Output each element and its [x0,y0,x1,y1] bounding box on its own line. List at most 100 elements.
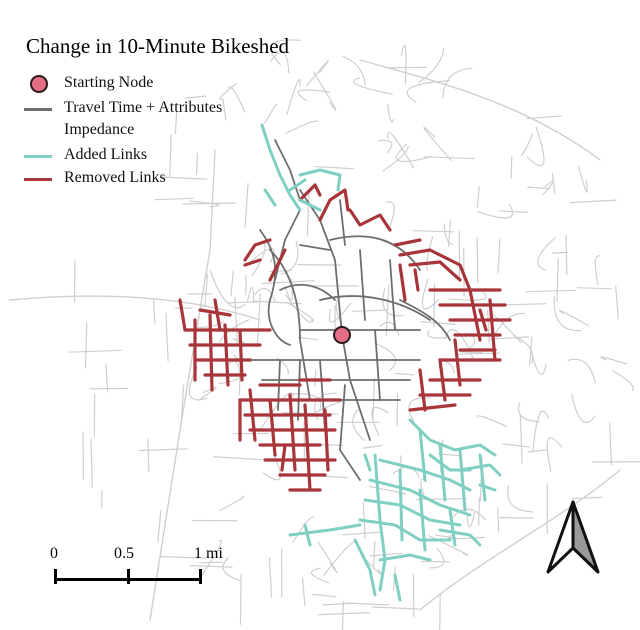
background-road [263,453,281,481]
background-road [612,370,634,392]
background-road [477,203,514,219]
background-road [615,285,619,320]
removed-link [398,263,407,302]
background-road [268,557,273,598]
removed-link [438,358,447,402]
removed-link [478,308,488,332]
gray-link [267,299,291,346]
gray-link [399,299,451,341]
legend-sublabel: Impedance [64,121,135,138]
removed-link [488,298,497,362]
scale-tick [127,569,130,584]
background-road [160,556,207,559]
background-road [476,415,508,428]
background-road [447,534,486,540]
background-road [189,565,233,568]
background-road [226,301,261,304]
background-road [306,188,310,236]
background-road [261,280,316,285]
background-road [429,547,445,569]
background-road [527,449,548,453]
background-road [427,330,448,339]
background-road [234,296,238,347]
background-road [567,358,596,384]
background-road [452,508,487,521]
added-link [288,178,307,192]
background-road [476,237,479,283]
legend-label: Removed Links [64,169,166,186]
background-road [315,166,355,170]
background-road [105,363,109,393]
background-road [502,443,530,448]
background-road [259,392,294,431]
background-road [594,255,600,286]
background-road [542,179,555,195]
scale-bar: 0 0.5 1 mi [50,545,230,595]
background-road [406,80,450,103]
background-road [197,386,217,401]
removed-link [243,258,262,267]
scale-label: 1 mi [194,545,223,562]
gray-link [359,249,366,321]
background-road [455,352,500,355]
removed-link [213,298,222,332]
gray-link [329,235,421,271]
background-road [90,438,93,488]
background-road [400,44,407,85]
gray-link [339,199,346,246]
background-road [353,77,393,95]
background-road [576,287,612,290]
background-road [565,234,568,276]
background-road [287,302,314,322]
background-road [571,393,596,423]
background-road [222,557,240,581]
background-road [371,406,389,437]
added-link [438,443,447,502]
background-road [219,495,245,511]
background-road [297,264,342,266]
added-links [260,123,502,602]
background-road [551,251,569,254]
background-road [362,556,383,576]
gray-link [299,244,331,251]
added-link [303,523,312,547]
removed-link [408,403,457,412]
background-road [232,338,246,344]
background-road [412,230,454,233]
removed-link [453,338,462,387]
background-road [395,143,433,163]
added-link [458,463,502,477]
background-road [174,110,178,135]
background-road [314,369,317,387]
background-road [152,299,156,325]
background-road [244,182,249,228]
background-road [527,186,551,190]
background-road [362,445,383,449]
background-road [313,71,337,111]
background-road [204,273,209,307]
background-road [578,165,588,193]
background-road [289,393,322,411]
background-road [537,237,556,271]
background-road [466,511,476,528]
removed-link [323,408,330,472]
background-road [254,287,277,303]
background-road [219,83,237,100]
background-road [159,176,208,180]
background-road [188,366,208,401]
background-road [421,560,450,563]
scale-label: 0.5 [114,545,134,562]
background-road [396,393,399,426]
background-road [297,89,331,102]
added-link [428,453,472,472]
background-road [412,573,415,618]
background-road [68,349,123,353]
background-road [306,60,329,86]
background-road [239,573,242,625]
added-link [260,123,302,212]
background-road [247,286,255,303]
added-link [288,523,362,537]
removed-link [408,260,462,282]
background-road [505,303,547,306]
background-road [507,485,533,513]
